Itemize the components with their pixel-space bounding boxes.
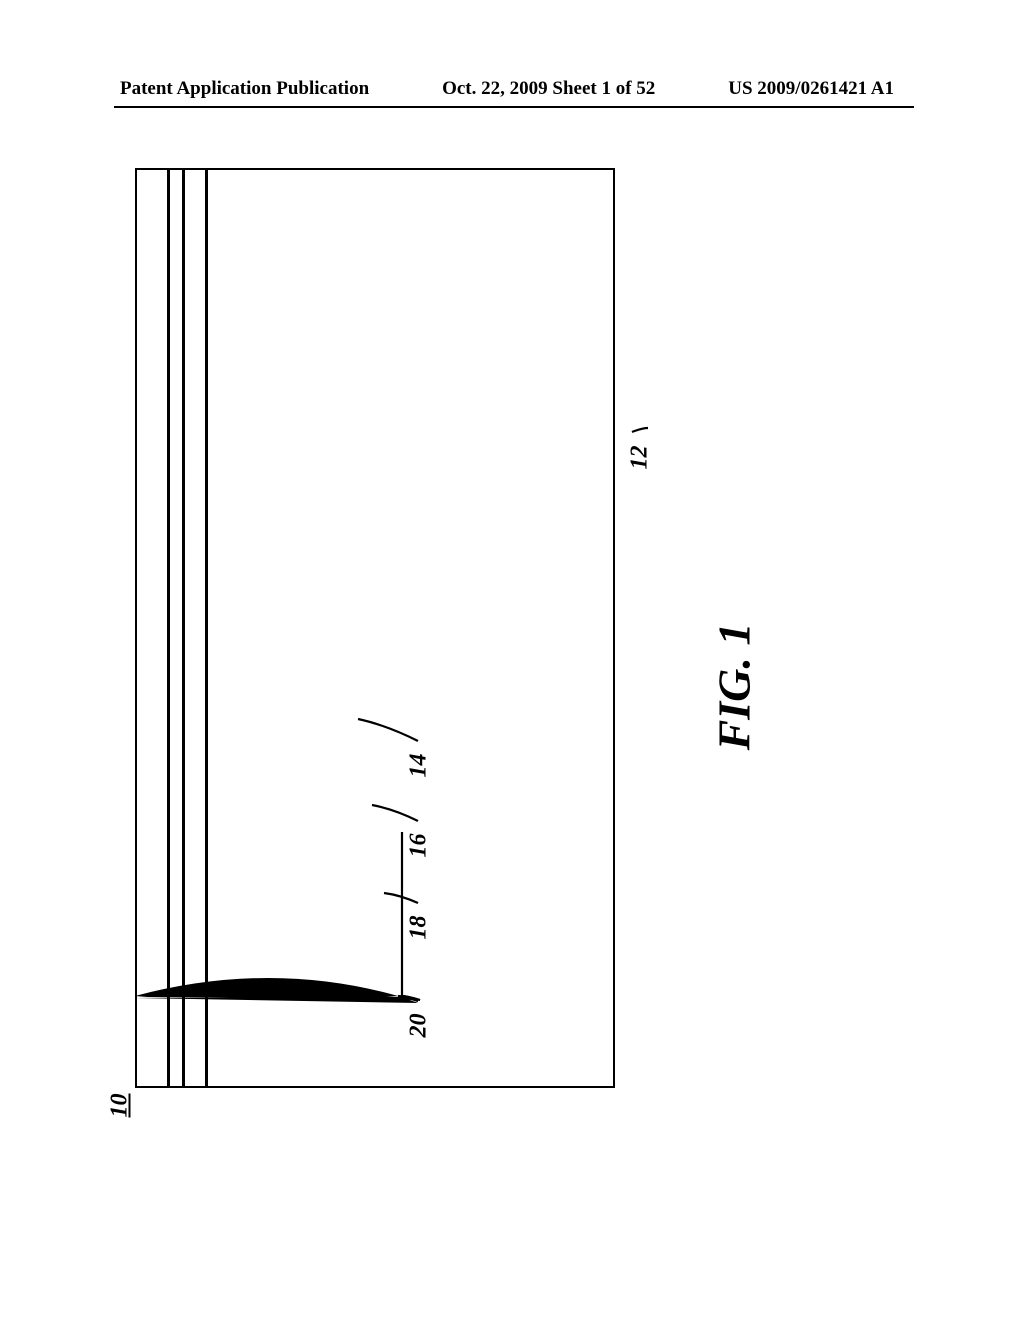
callout-20: 20: [406, 1014, 433, 1038]
lead-lines: [0, 0, 1024, 1320]
callout-12: 12: [627, 446, 654, 470]
figure-title: FIG. 1: [707, 623, 760, 751]
callout-18: 18: [406, 916, 433, 940]
callout-16: 16: [406, 834, 433, 858]
callout-14: 14: [406, 754, 433, 778]
